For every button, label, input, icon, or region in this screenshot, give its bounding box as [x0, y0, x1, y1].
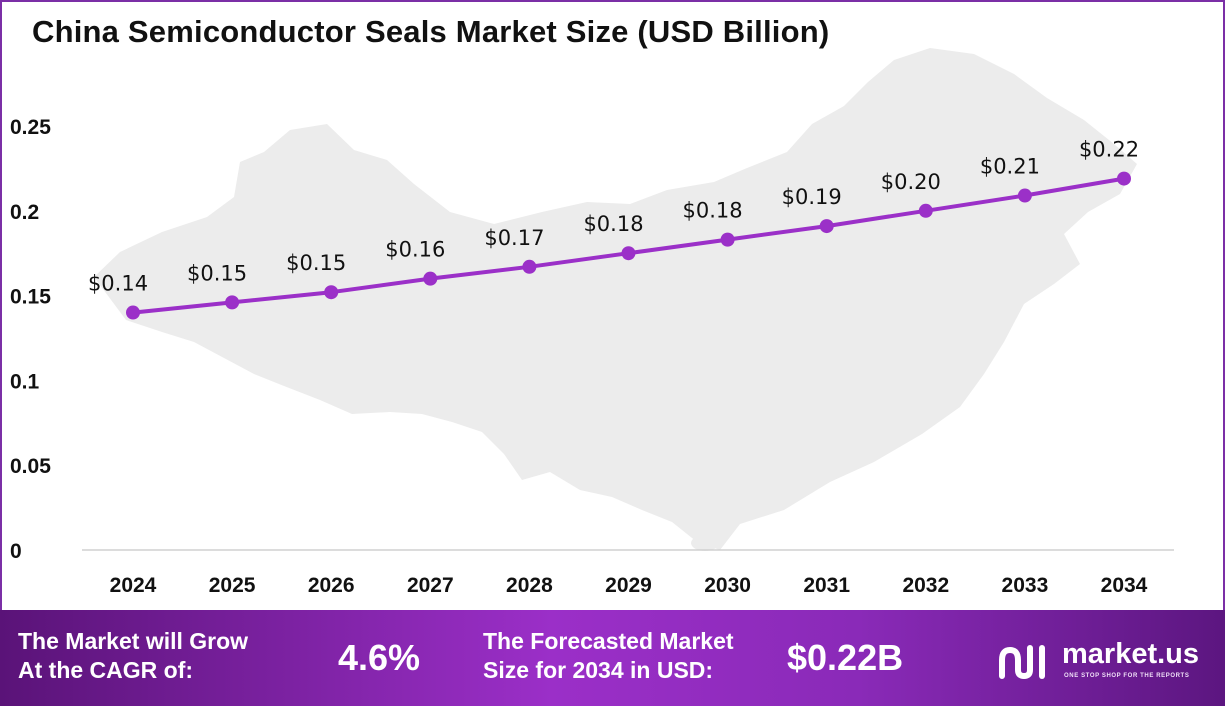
x-tick-label: 2031 [803, 574, 850, 597]
data-point [1017, 188, 1032, 203]
x-tick-label: 2029 [605, 574, 652, 597]
brand-tagline: ONE STOP SHOP FOR THE REPORTS [1064, 673, 1190, 679]
y-tick-label: 0.25 [10, 116, 51, 139]
china-map-silhouette [94, 48, 1137, 550]
y-tick-label: 0.1 [10, 370, 40, 393]
data-label: $0.17 [484, 226, 544, 250]
x-tick-label: 2034 [1101, 574, 1148, 597]
data-label: $0.15 [187, 261, 247, 285]
data-label: $0.18 [683, 199, 743, 223]
cagr-label-line2: At the CAGR of: [18, 657, 194, 683]
data-label: $0.19 [782, 185, 842, 209]
data-point [819, 219, 834, 234]
forecast-label-line1: The Forecasted Market [483, 628, 734, 654]
x-tick-label: 2025 [209, 574, 256, 597]
x-tick-label: 2033 [1002, 574, 1049, 597]
cagr-value: 4.6% [338, 637, 421, 678]
data-point [522, 259, 537, 274]
cagr-label: The Market will Grow At the CAGR of: [18, 627, 248, 685]
chart-frame: 0 0.05 0.1 0.15 0.2 0.25 2024 2025 2026 2027 2028… [0, 0, 1225, 610]
x-tick-label: 2026 [308, 574, 355, 597]
data-point [918, 203, 933, 218]
data-label: $0.22 [1079, 138, 1139, 162]
x-tick-label: 2032 [902, 574, 949, 597]
y-axis-ticks: 0 0.05 0.1 0.15 0.2 0.25 [10, 116, 51, 563]
x-tick-label: 2028 [506, 574, 553, 597]
hainan-island [691, 535, 719, 551]
data-point [324, 285, 339, 300]
data-point [621, 246, 636, 261]
x-axis-ticks: 2024 2025 2026 2027 2028 2029 2030 2031 2032 2033… [110, 574, 1148, 597]
chart-title: China Semiconductor Seals Market Size (U… [32, 14, 830, 49]
line-chart: 0 0.05 0.1 0.15 0.2 0.25 2024 2025 2026 2027 2028… [10, 48, 1174, 597]
y-tick-label: 0.15 [10, 286, 51, 309]
data-label: $0.18 [583, 212, 643, 236]
forecast-label: The Forecasted Market Size for 2034 in U… [483, 627, 734, 685]
x-tick-label: 2030 [704, 574, 751, 597]
brand-name: market.us [1062, 638, 1200, 670]
data-label: $0.21 [980, 155, 1040, 179]
y-tick-label: 0.2 [10, 201, 39, 224]
data-point [720, 232, 735, 247]
data-point [126, 305, 140, 320]
data-point [1117, 171, 1131, 186]
y-tick-label: 0 [10, 540, 22, 563]
taiwan-island [834, 446, 846, 474]
forecast-label-line2: Size for 2034 in USD: [483, 657, 714, 683]
footer-banner: The Market will Grow At the CAGR of: 4.6… [0, 610, 1225, 706]
data-label: $0.14 [88, 272, 148, 296]
data-label: $0.15 [286, 251, 346, 275]
forecast-value: $0.22B [787, 637, 904, 678]
market-us-logo[interactable]: market.us ONE STOP SHOP FOR THE REPORTS [996, 636, 1216, 686]
x-tick-label: 2027 [407, 574, 454, 597]
data-labels: $0.14 $0.15 $0.15 $0.16 $0.17 $0.18 $0.18 $0.19… [88, 138, 1139, 296]
cagr-label-line1: The Market will Grow [18, 628, 249, 654]
x-tick-label: 2024 [110, 574, 157, 597]
data-label: $0.16 [385, 238, 445, 262]
y-tick-label: 0.05 [10, 455, 51, 478]
data-label: $0.20 [881, 170, 941, 194]
data-points [126, 171, 1131, 320]
data-point [423, 271, 438, 286]
market-us-logo-icon [999, 645, 1045, 680]
data-point [225, 295, 240, 310]
